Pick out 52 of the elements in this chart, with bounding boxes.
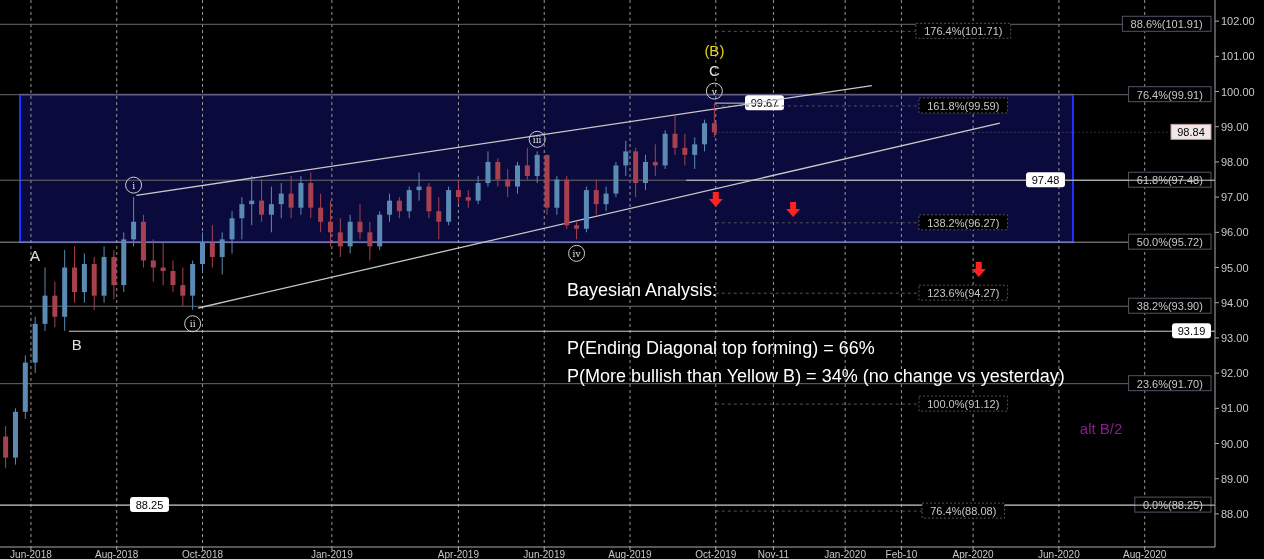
y-tick-label: 97.00: [1221, 191, 1249, 204]
y-tick-label: 88.00: [1221, 507, 1249, 520]
ref-line-label: 123.6%(94.27): [927, 287, 1000, 300]
annotation: Bayesian Analysis:: [567, 280, 718, 300]
x-tick-label: Oct-2019: [695, 549, 737, 559]
ref-line-label: 38.2%(93.90): [1136, 300, 1203, 313]
y-tick-label: 95.00: [1221, 261, 1249, 274]
annotation: P(Ending Diagonal top forming) = 66%: [567, 338, 875, 358]
x-tick-label: Jun-2019: [523, 549, 566, 559]
y-tick-label: 93.00: [1221, 331, 1249, 344]
ref-line-label: 100.0%(91.12): [927, 398, 1000, 411]
y-tick-label: 99.00: [1221, 120, 1249, 133]
y-tick-label: 89.00: [1221, 472, 1249, 485]
y-tick-label: 94.00: [1221, 296, 1249, 309]
ref-line-label: 176.4%(101.71): [924, 25, 1003, 38]
ref-line-label: 76.4%(88.08): [930, 505, 997, 518]
ref-line-label: 97.48: [1031, 174, 1060, 187]
ref-line-label: 50.0%(95.72): [1136, 236, 1203, 249]
y-tick-label: 102.00: [1221, 15, 1255, 28]
x-tick-label: Jun-2018: [10, 549, 53, 559]
x-tick-label: Jun-2020: [1038, 549, 1081, 559]
y-tick-label: 90.00: [1221, 437, 1249, 450]
annotation: iv: [572, 248, 582, 259]
y-tick-label: 91.00: [1221, 402, 1249, 415]
x-tick-label: Jan-2020: [824, 549, 867, 559]
ref-line-label: 138.2%(96.27): [927, 216, 1000, 229]
ref-line-label: 88.6%(101.91): [1130, 18, 1203, 31]
ref-line-label: 23.6%(91.70): [1136, 377, 1203, 390]
ref-line-label: 98.84: [1177, 126, 1205, 139]
annotation: alt B/2: [1079, 420, 1123, 438]
annotation: ii: [189, 319, 196, 330]
x-tick-label: Feb-10: [885, 549, 918, 559]
annotation: iii: [532, 134, 542, 145]
annotation: P(More bullish than Yellow B) = 34% (no change vs yesterday): [567, 366, 1065, 386]
y-tick-label: 92.00: [1221, 367, 1249, 380]
annotation: v: [710, 86, 718, 97]
ref-line-label: 161.8%(99.59): [927, 99, 1000, 112]
annotation: (B): [704, 42, 725, 60]
ref-line-label: 93.19: [1177, 325, 1206, 338]
y-tick-label: 100.00: [1221, 85, 1255, 98]
y-tick-label: 98.00: [1221, 155, 1249, 168]
x-tick-label: Jan-2019: [311, 549, 354, 559]
y-tick-label: 96.00: [1221, 226, 1249, 239]
annotation: A: [29, 246, 41, 264]
annotation: C: [708, 62, 720, 80]
ref-line-label: 88.25: [135, 499, 164, 512]
x-tick-label: Oct-2018: [181, 549, 224, 559]
x-tick-label: Nov-11: [757, 549, 790, 559]
annotation: B: [71, 335, 82, 353]
y-tick-label: 101.00: [1221, 50, 1255, 63]
annotation: i: [132, 180, 136, 191]
ref-line-label: 76.4%(99.91): [1136, 88, 1203, 101]
